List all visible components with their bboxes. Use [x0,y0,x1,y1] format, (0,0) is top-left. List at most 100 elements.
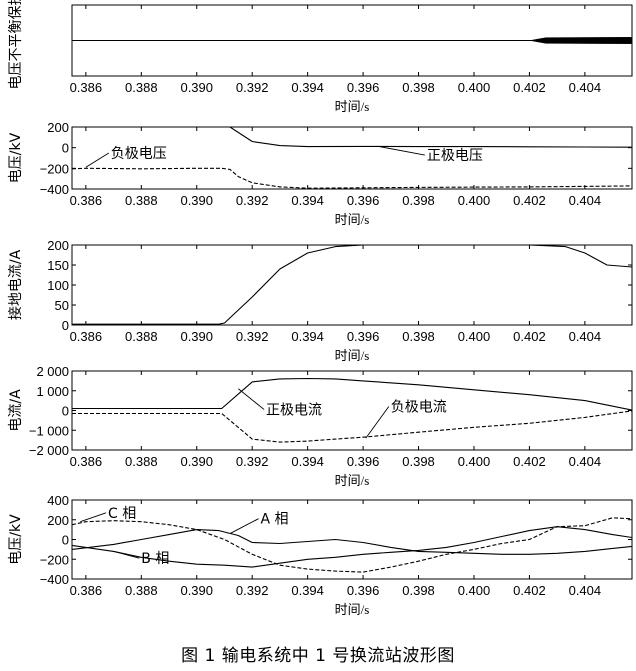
x-tick-label: 0.386 [70,329,103,344]
chart-panel-phase_voltage: 0.386 0.388 0.390 0.392 0.394 0.396 0.398 0.400… [8,493,633,617]
series-line-正极电压 [225,127,632,148]
x-tick-label: 0.398 [402,454,435,469]
y-axis-label: 接地电流/A [7,249,24,320]
x-tick-label: 0.404 [569,454,602,469]
x-tick-label: 0.396 [347,454,380,469]
x-axis-label: 时间/s [335,602,370,617]
plot-area [72,127,632,189]
y-tick-label: 2 000 [36,364,69,379]
x-tick-label: 0.398 [402,329,435,344]
x-tick-label: 0.392 [236,583,269,598]
y-tick-label: 0 [62,404,69,419]
x-axis-label: 时间/s [335,348,370,363]
y-tick-label: 200 [47,238,69,253]
series-annotation: A 相 [261,512,289,528]
x-tick-label: 0.400 [458,583,491,598]
chart-panel-pole_current: 0.386 0.388 0.390 0.392 0.394 0.396 0.398 0.400… [8,364,633,488]
annotation-leader [113,550,140,559]
x-tick-label: 0.400 [458,454,491,469]
x-tick-label: 0.396 [347,583,380,598]
x-tick-label: 0.404 [569,193,602,208]
x-tick-label: 0.390 [180,193,213,208]
x-tick-label: 0.388 [125,193,158,208]
x-tick-label: 0.402 [513,329,546,344]
y-tick-label: 100 [47,278,69,293]
annotation-leader [365,406,390,439]
x-tick-label: 0.402 [513,193,546,208]
series-line-负极电流 [72,410,632,443]
series-annotation: 正极电流 [266,402,322,418]
series-line-正极电流 [72,377,632,411]
x-tick-label: 0.396 [347,80,380,95]
x-tick-label: 0.390 [180,329,213,344]
x-tick-label: 0.400 [458,329,491,344]
y-tick-label: 400 [47,493,69,508]
y-axis-label: 电流/A [8,389,24,432]
x-tick-label: 0.398 [402,80,435,95]
series-line-B 相 [72,526,632,568]
x-tick-label: 0.396 [347,193,380,208]
x-tick-label: 0.400 [458,80,491,95]
x-tick-label: 0.390 [180,454,213,469]
series-annotation: C 相 [108,506,136,522]
series-line-0 [72,245,632,325]
y-tick-label: 0 [62,141,69,156]
x-tick-label: 0.404 [569,583,602,598]
y-axis-label: 电压/kV [8,132,24,183]
x-tick-label: 0.392 [236,80,269,95]
x-tick-label: 0.402 [513,454,546,469]
plot-area [72,245,632,325]
y-tick-label: −2 000 [29,443,69,458]
plot-frame [71,244,633,326]
series-annotation: 正极电压 [427,148,483,164]
figure-caption: 图 1 输电系统中 1 号换流站波形图 [181,646,455,666]
series-line-负极电压 [72,167,632,189]
x-tick-label: 0.394 [291,329,324,344]
x-tick-label: 0.394 [291,583,324,598]
x-tick-label: 0.386 [70,193,103,208]
y-tick-label: −400 [40,572,69,587]
x-tick-label: 0.392 [236,329,269,344]
x-tick-label: 0.402 [513,583,546,598]
y-tick-label: 200 [47,513,69,528]
x-tick-label: 0.398 [402,193,435,208]
x-tick-label: 0.398 [402,583,435,598]
y-tick-label: 0 [62,533,69,548]
chart-panel-protect: 0.386 0.388 0.390 0.392 0.394 0.396 0.398 0.400… [8,0,633,114]
chart-panel-ground_current: 0.386 0.388 0.390 0.392 0.394 0.396 0.398 0.400… [7,238,633,363]
x-tick-label: 0.390 [180,80,213,95]
x-tick-label: 0.400 [458,193,491,208]
x-tick-label: 0.396 [347,329,380,344]
y-tick-label: 1 000 [36,384,69,399]
x-tick-label: 0.386 [70,583,103,598]
annotation-leader [379,146,425,156]
y-tick-label: 200 [47,120,69,135]
x-tick-label: 0.388 [125,454,158,469]
x-tick-label: 0.404 [569,80,602,95]
x-tick-label: 0.394 [291,454,324,469]
x-tick-label: 0.394 [291,193,324,208]
annotation-leader [85,152,110,168]
y-tick-label: −400 [40,182,69,197]
x-tick-label: 0.390 [180,583,213,598]
x-tick-label: 0.388 [125,583,158,598]
series-annotation: 负极电流 [391,399,447,415]
y-axis-label: 电压不平衡保护 [8,0,24,90]
x-tick-label: 0.394 [291,80,324,95]
x-axis-label: 时间/s [335,473,370,488]
x-axis-label: 时间/s [335,99,370,114]
y-tick-label: 50 [55,298,69,313]
x-tick-label: 0.386 [70,454,103,469]
y-tick-label: −200 [40,552,69,567]
plot-frame [71,126,633,190]
annotation-leader [229,518,259,534]
x-axis-label: 时间/s [335,212,370,227]
x-tick-label: 0.404 [569,329,602,344]
series-annotation: B 相 [141,551,169,567]
chart-panel-voltage: 0.386 0.388 0.390 0.392 0.394 0.396 0.398 0.400… [8,120,633,227]
y-tick-label: 150 [47,258,69,273]
y-axis-label: 电压/kV [8,514,24,565]
y-tick-label: −1 000 [29,423,69,438]
x-tick-label: 0.392 [236,193,269,208]
